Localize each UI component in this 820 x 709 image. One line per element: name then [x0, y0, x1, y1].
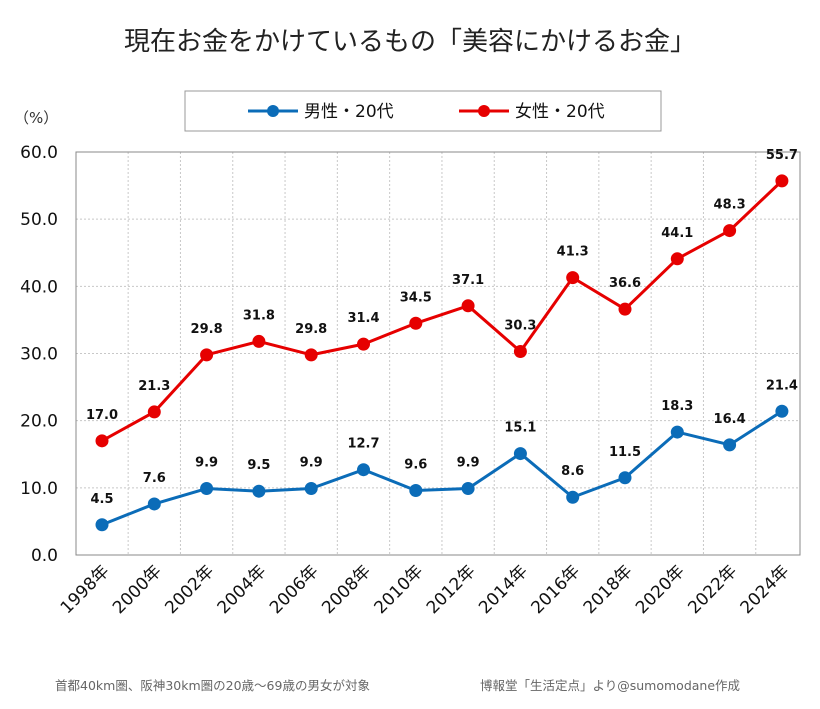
- data-point: [775, 174, 789, 188]
- grid: [76, 152, 800, 555]
- x-tick-label: 2002年: [161, 561, 218, 618]
- x-tick-label: 2006年: [266, 561, 323, 618]
- y-tick-label: 50.0: [20, 210, 58, 230]
- data-point: [147, 497, 161, 511]
- y-tick-label: 30.0: [20, 345, 58, 365]
- data-point: [304, 348, 318, 362]
- legend: 男性・20代 女性・20代: [184, 90, 662, 132]
- footnote-sample: 首都40km圏、阪神30km圏の20歳～69歳の男女が対象: [55, 678, 370, 693]
- data-point: [618, 302, 632, 316]
- data-label: 16.4: [714, 412, 746, 427]
- data-label: 34.5: [400, 290, 432, 305]
- data-label: 29.8: [191, 322, 223, 337]
- data-point: [670, 425, 684, 439]
- data-point: [513, 447, 527, 461]
- data-point: [252, 484, 266, 498]
- data-label: 9.9: [195, 456, 218, 471]
- data-label: 18.3: [661, 399, 693, 414]
- x-tick-label: 1998年: [57, 561, 114, 618]
- y-tick-label: 60.0: [20, 143, 58, 163]
- x-tick-label: 2014年: [475, 561, 532, 618]
- chart-title: 現在お金をかけているもの「美容にかけるお金」: [124, 27, 696, 57]
- y-tick-label: 40.0: [20, 277, 58, 297]
- x-tick-label: 2016年: [527, 561, 584, 618]
- data-label: 36.6: [609, 276, 641, 291]
- data-label: 44.1: [661, 226, 693, 241]
- data-label: 48.3: [714, 198, 746, 213]
- y-tick-label: 0.0: [31, 546, 58, 566]
- data-label: 9.9: [457, 456, 480, 471]
- data-label: 17.0: [86, 408, 118, 423]
- series-0: 4.5 7.6 9.9 9.5 9.9 12.7 9.6 9.9 15.1 8.6 11.5 18.3…: [90, 378, 798, 532]
- y-axis: 0.0 10.0 20.0 30.0 40.0 50.0 60.0: [20, 143, 58, 566]
- data-point: [461, 482, 475, 496]
- data-label: 41.3: [557, 245, 589, 260]
- data-label: 12.7: [347, 437, 379, 452]
- data-point: [200, 348, 214, 362]
- legend-label-female: 女性・20代: [515, 102, 605, 122]
- series-group: 4.5 7.6 9.9 9.5 9.9 12.7 9.6 9.9 15.1 8.6 11.5 18.3…: [86, 148, 798, 532]
- data-point: [723, 224, 737, 238]
- y-tick-label: 20.0: [20, 412, 58, 432]
- data-point: [95, 518, 109, 532]
- y-axis-unit: （%）: [14, 109, 58, 127]
- data-point: [95, 434, 109, 448]
- data-label: 55.7: [766, 148, 798, 163]
- series-line: [101, 179, 783, 443]
- data-point: [200, 482, 214, 496]
- data-label: 11.5: [609, 445, 641, 460]
- data-point: [357, 337, 370, 351]
- data-point: [304, 482, 318, 496]
- x-tick-label: 2000年: [109, 561, 166, 618]
- data-label: 9.5: [247, 458, 270, 473]
- data-point: [723, 438, 737, 452]
- data-label: 9.6: [404, 458, 427, 473]
- x-tick-label: 2008年: [318, 561, 375, 618]
- plot-area-frame: [75, 151, 801, 556]
- x-tick-label: 2020年: [632, 561, 689, 618]
- x-tick-label: 2010年: [371, 561, 428, 618]
- data-label: 7.6: [143, 471, 166, 486]
- data-label: 31.8: [243, 308, 275, 323]
- data-label: 15.1: [504, 421, 536, 436]
- footnote-source: 博報堂「生活定点」より@sumomodane作成: [480, 678, 740, 693]
- data-point: [566, 271, 580, 285]
- legend-label-male: 男性・20代: [304, 102, 394, 122]
- data-point: [775, 404, 789, 418]
- data-point: [409, 316, 423, 330]
- data-label: 21.3: [138, 379, 170, 394]
- x-tick-label: 2012年: [423, 561, 480, 618]
- data-label: 37.1: [452, 273, 484, 288]
- data-label: 8.6: [561, 464, 584, 479]
- data-label: 29.8: [295, 322, 327, 337]
- series-line: [101, 410, 783, 527]
- data-point: [513, 344, 527, 358]
- y-tick-label: 10.0: [20, 479, 58, 499]
- x-tick-label: 2018年: [580, 561, 637, 618]
- data-label: 9.9: [300, 456, 323, 471]
- legend-marker-male: [267, 105, 279, 117]
- data-point: [409, 484, 423, 498]
- data-point: [670, 252, 684, 266]
- data-point: [252, 334, 266, 348]
- data-label: 31.4: [347, 311, 379, 326]
- data-label: 30.3: [504, 318, 536, 333]
- x-tick-label: 2022年: [684, 561, 741, 618]
- legend-marker-female: [478, 105, 490, 117]
- data-point: [566, 490, 580, 504]
- x-axis: 1998年2000年2002年2004年2006年2008年2010年2012年…: [57, 561, 794, 618]
- data-point: [618, 471, 632, 485]
- data-point: [147, 405, 161, 419]
- data-point: [461, 299, 475, 313]
- x-tick-label: 2024年: [737, 561, 794, 618]
- data-label: 21.4: [766, 378, 798, 393]
- x-tick-label: 2004年: [214, 561, 271, 618]
- data-label: 4.5: [90, 492, 113, 507]
- data-point: [357, 463, 370, 477]
- series-1: 17.0 21.3 29.8 31.8 29.8 31.4 34.5 37.1 30.3 41.3…: [86, 148, 798, 448]
